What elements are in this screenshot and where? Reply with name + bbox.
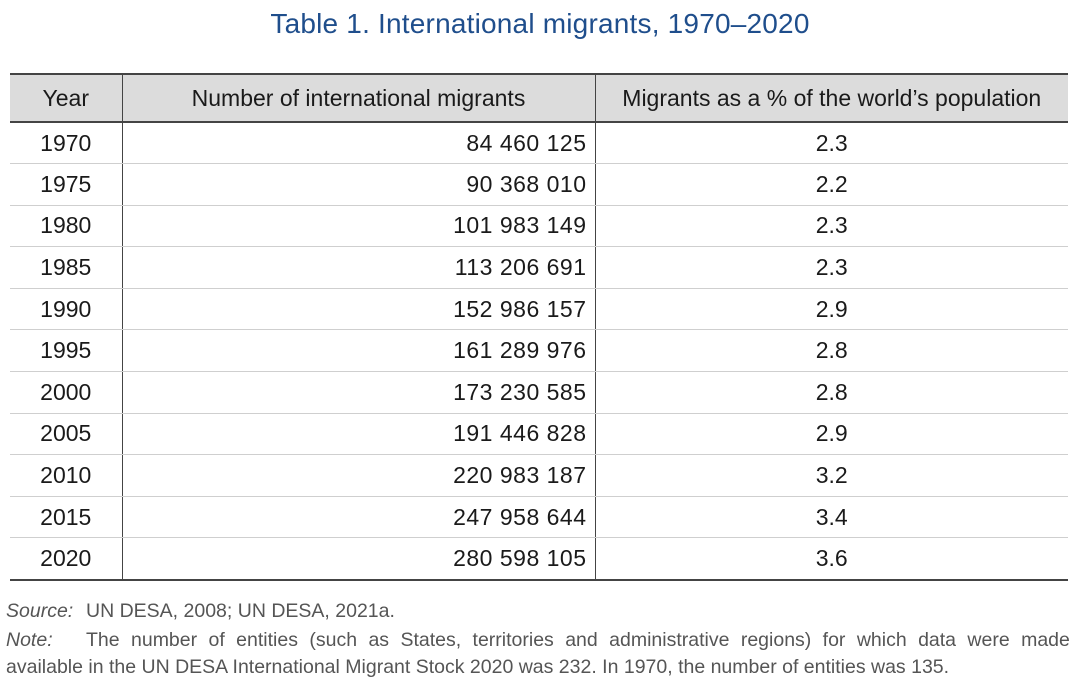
table-row: 1980 101 983 149 2.3 bbox=[10, 205, 1068, 248]
cell-percent: 3.4 bbox=[595, 496, 1068, 539]
header-number: Number of international migrants bbox=[122, 74, 596, 123]
note-word: and bbox=[565, 629, 598, 651]
note-word: as bbox=[368, 629, 390, 651]
header-percent: Migrants as a % of the world’s populatio… bbox=[595, 74, 1068, 123]
note-word: States, bbox=[400, 629, 462, 651]
note-word: The bbox=[86, 629, 120, 651]
cell-year: 1970 bbox=[10, 122, 123, 165]
cell-number: 247 958 644 bbox=[122, 496, 596, 539]
cell-year: 1980 bbox=[10, 205, 123, 248]
cell-year: 2005 bbox=[10, 413, 123, 456]
table-row: 1990 152 986 157 2.9 bbox=[10, 288, 1068, 331]
cell-year: 2010 bbox=[10, 454, 123, 497]
table-row: 2015 247 958 644 3.4 bbox=[10, 496, 1068, 539]
cell-number: 191 446 828 bbox=[122, 413, 596, 456]
table-header-row: Year Number of international migrants Mi… bbox=[10, 74, 1068, 123]
cell-year: 2015 bbox=[10, 496, 123, 539]
migrants-table: Year Number of international migrants Mi… bbox=[10, 73, 1068, 581]
table-row: 2010 220 983 187 3.2 bbox=[10, 454, 1068, 497]
cell-number: 101 983 149 bbox=[122, 205, 596, 248]
note-word: were bbox=[967, 629, 1010, 651]
cell-year: 2020 bbox=[10, 537, 123, 580]
cell-year: 1985 bbox=[10, 246, 123, 289]
table-body: 1970 84 460 125 2.3 1975 90 368 010 2.2 1980 10… bbox=[10, 122, 1068, 580]
cell-percent: 3.2 bbox=[595, 454, 1068, 497]
note-word: administrative bbox=[609, 629, 730, 651]
table-row: 2020 280 598 105 3.6 bbox=[10, 537, 1068, 580]
table-row: 1970 84 460 125 2.3 bbox=[10, 122, 1068, 165]
table-row: 1995 161 289 976 2.8 bbox=[10, 329, 1068, 373]
note-word: made bbox=[1021, 629, 1070, 651]
note-label: Note: bbox=[6, 629, 53, 651]
note-word: number bbox=[131, 629, 198, 651]
table-row: 2005 191 446 828 2.9 bbox=[10, 413, 1068, 456]
note-word: for bbox=[822, 629, 846, 651]
cell-percent: 2.2 bbox=[595, 163, 1068, 206]
cell-year: 1995 bbox=[10, 329, 123, 373]
table-row: 1975 90 368 010 2.2 bbox=[10, 163, 1068, 206]
source-label: Source: bbox=[6, 600, 74, 622]
note-word: data bbox=[918, 629, 957, 651]
note-text-line2: available in the UN DESA International M… bbox=[6, 656, 950, 678]
cell-year: 2000 bbox=[10, 371, 123, 414]
cell-number: 161 289 976 bbox=[122, 329, 596, 373]
table-row: 2000 173 230 585 2.8 bbox=[10, 371, 1068, 414]
header-year: Year bbox=[10, 74, 123, 123]
cell-number: 90 368 010 bbox=[122, 163, 596, 206]
note-footnote: Note: The number of entities (such as States, t… bbox=[6, 627, 1070, 681]
note-word: which bbox=[856, 629, 907, 651]
cell-percent: 2.9 bbox=[595, 288, 1068, 331]
source-footnote: Source: UN DESA, 2008; UN DESA, 2021a. bbox=[6, 600, 395, 623]
cell-percent: 2.3 bbox=[595, 122, 1068, 165]
cell-percent: 2.9 bbox=[595, 413, 1068, 456]
cell-year: 1990 bbox=[10, 288, 123, 331]
cell-number: 220 983 187 bbox=[122, 454, 596, 497]
note-word: entities bbox=[236, 629, 298, 651]
cell-percent: 2.3 bbox=[595, 205, 1068, 248]
cell-year: 1975 bbox=[10, 163, 123, 206]
cell-number: 152 986 157 bbox=[122, 288, 596, 331]
cell-percent: 3.6 bbox=[815, 544, 848, 571]
cell-number: 280 598 105 bbox=[122, 537, 596, 580]
table-title: Table 1. International migrants, 1970–20… bbox=[270, 8, 810, 39]
cell-number: 173 230 585 bbox=[122, 371, 596, 414]
note-text-line1: The number of entities (such as States, territo… bbox=[86, 627, 1070, 654]
cell-percent: 2.3 bbox=[595, 246, 1068, 289]
cell-percent: 2.8 bbox=[595, 329, 1068, 373]
cell-percent: 2.8 bbox=[595, 371, 1068, 414]
note-word: (such bbox=[309, 629, 358, 651]
source-text: UN DESA, 2008; UN DESA, 2021a. bbox=[86, 600, 395, 622]
table-row: 1985 113 206 691 2.3 bbox=[10, 246, 1068, 289]
cell-number: 84 460 125 bbox=[122, 122, 596, 165]
cell-number: 113 206 691 bbox=[122, 246, 596, 289]
note-word: territories bbox=[472, 629, 554, 651]
note-word: regions) bbox=[740, 629, 812, 651]
note-word: of bbox=[208, 629, 225, 651]
